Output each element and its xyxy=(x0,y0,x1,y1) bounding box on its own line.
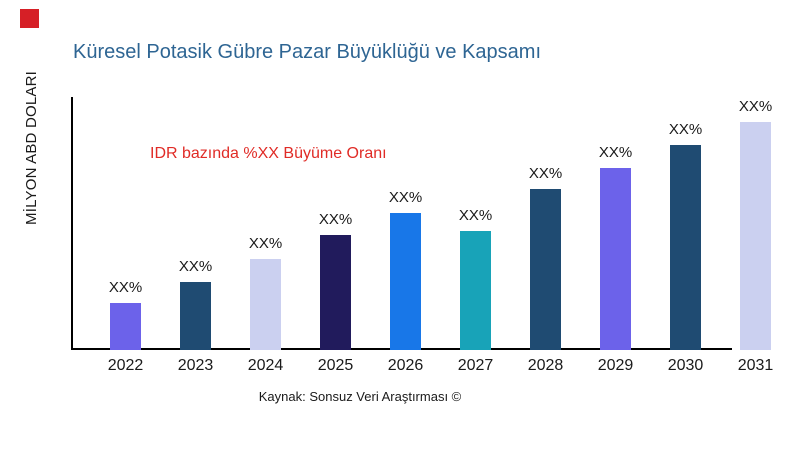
source-attribution: Kaynak: Sonsuz Veri Araştırması © xyxy=(258,389,462,404)
bar-value-label-2027: XX% xyxy=(458,207,493,224)
bar-value-label-2023: XX% xyxy=(178,258,213,275)
bar-value-label-2031: XX% xyxy=(738,98,773,115)
bar-value-label-2025: XX% xyxy=(318,211,353,228)
bar-value-label-2022: XX% xyxy=(108,279,143,296)
x-tick-label-2029: 2029 xyxy=(597,357,634,374)
bar-2022 xyxy=(110,303,141,350)
bar-value-label-2028: XX% xyxy=(528,165,563,182)
bar-value-label-2030: XX% xyxy=(668,121,703,138)
bar-2028 xyxy=(530,189,561,350)
bar-2024 xyxy=(250,259,281,350)
x-tick-label-2023: 2023 xyxy=(177,357,214,374)
x-tick-label-2024: 2024 xyxy=(247,357,284,374)
bar-value-label-2024: XX% xyxy=(248,235,283,252)
growth-annotation: IDR bazında %XX Büyüme Oranı xyxy=(150,145,387,162)
bar-value-label-2029: XX% xyxy=(598,144,633,161)
x-tick-label-2027: 2027 xyxy=(457,357,494,374)
y-axis-line xyxy=(71,97,73,350)
bar-2030 xyxy=(670,145,701,350)
bar-2023 xyxy=(180,282,211,350)
bar-2031 xyxy=(740,122,771,350)
x-tick-label-2031: 2031 xyxy=(737,357,774,374)
x-tick-label-2028: 2028 xyxy=(527,357,564,374)
chart-title: Küresel Potasik Gübre Pazar Büyüklüğü ve… xyxy=(73,41,542,63)
x-tick-label-2026: 2026 xyxy=(387,357,424,374)
bar-2027 xyxy=(460,231,491,350)
bar-2029 xyxy=(600,168,631,350)
x-tick-label-2030: 2030 xyxy=(667,357,704,374)
y-axis-label: MİLYON ABD DOLARI xyxy=(23,71,40,225)
bar-value-label-2026: XX% xyxy=(388,189,423,206)
x-tick-label-2025: 2025 xyxy=(317,357,354,374)
x-tick-label-2022: 2022 xyxy=(107,357,144,374)
bar-2026 xyxy=(390,213,421,350)
red-square-logo xyxy=(20,9,39,28)
bar-2025 xyxy=(320,235,351,350)
